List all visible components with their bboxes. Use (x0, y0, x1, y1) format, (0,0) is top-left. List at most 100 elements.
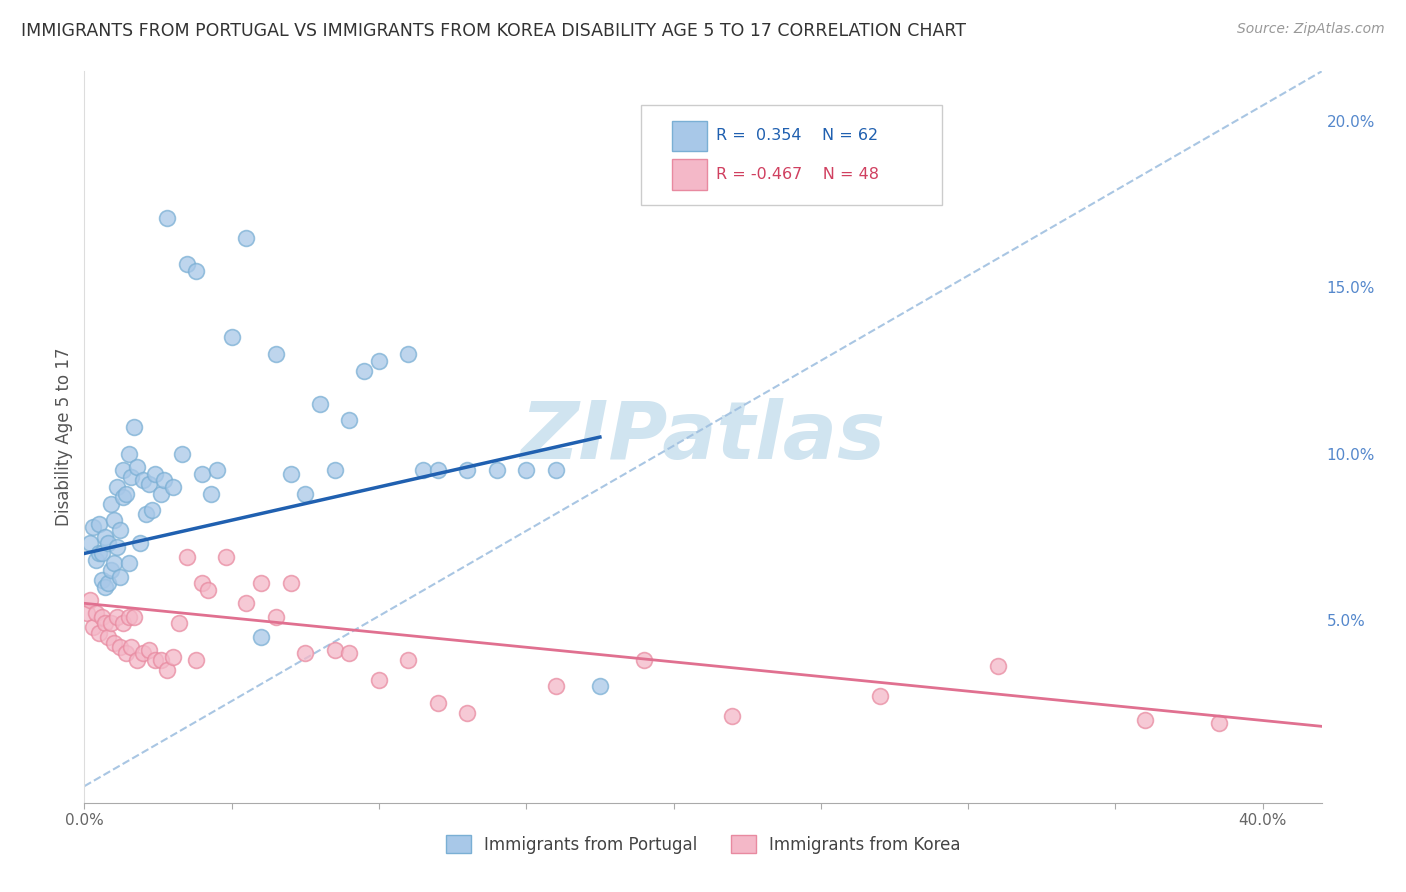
Point (129, 536, 152, 550)
Point (84, 607, 107, 621)
Point (589, 680, 612, 694)
Point (1208, 716, 1230, 731)
Point (456, 463, 478, 477)
Point (103, 557, 125, 571)
Text: Source: ZipAtlas.com: Source: ZipAtlas.com (1237, 22, 1385, 37)
Point (84, 553, 107, 567)
Y-axis label: Disability Age 5 to 17: Disability Age 5 to 17 (55, 348, 73, 526)
Point (111, 490, 134, 504)
Point (132, 646, 155, 660)
Point (235, 230, 257, 244)
Point (114, 486, 136, 500)
Point (544, 680, 567, 694)
FancyBboxPatch shape (672, 160, 707, 190)
Point (197, 582, 219, 597)
FancyBboxPatch shape (641, 105, 942, 205)
Point (294, 646, 316, 660)
Point (117, 557, 139, 571)
Point (162, 480, 184, 494)
Point (111, 616, 134, 631)
Point (339, 646, 361, 660)
Point (100, 616, 122, 631)
Point (94, 580, 117, 594)
Point (426, 696, 449, 710)
Text: R =  0.354    N = 62: R = 0.354 N = 62 (716, 128, 877, 143)
Point (869, 690, 891, 704)
Point (143, 467, 166, 481)
Text: ZIPatlas: ZIPatlas (520, 398, 886, 476)
Point (544, 463, 567, 477)
Point (353, 363, 375, 377)
Point (111, 463, 134, 477)
Legend: Immigrants from Portugal, Immigrants from Korea: Immigrants from Portugal, Immigrants fro… (439, 829, 967, 860)
Point (176, 549, 198, 564)
Point (132, 473, 155, 487)
Point (294, 486, 316, 500)
Point (186, 264, 208, 278)
Point (396, 653, 419, 667)
Point (156, 211, 179, 225)
Point (135, 507, 157, 521)
Point (215, 549, 238, 564)
Point (97, 630, 120, 644)
Point (143, 653, 166, 667)
Point (100, 497, 122, 511)
Point (124, 420, 146, 434)
Point (309, 397, 332, 411)
Point (264, 609, 287, 624)
Point (97, 536, 120, 550)
Point (87, 626, 110, 640)
Point (485, 463, 508, 477)
Point (121, 640, 143, 654)
Point (515, 463, 537, 477)
Point (108, 640, 131, 654)
Point (117, 447, 139, 461)
Point (170, 447, 193, 461)
Point (176, 257, 198, 271)
Point (91, 609, 114, 624)
Point (97, 576, 120, 591)
Text: IMMIGRANTS FROM PORTUGAL VS IMMIGRANTS FROM KOREA DISABILITY AGE 5 TO 17 CORRELA: IMMIGRANTS FROM PORTUGAL VS IMMIGRANTS F… (21, 22, 966, 40)
Point (82, 619, 104, 633)
Point (76, 607, 98, 621)
Point (200, 486, 222, 500)
Point (235, 596, 257, 610)
Point (94, 616, 117, 631)
Point (149, 486, 172, 500)
Text: R = -0.467    N = 48: R = -0.467 N = 48 (716, 167, 879, 182)
Point (191, 467, 214, 481)
Point (156, 663, 179, 677)
Point (339, 413, 361, 427)
Point (117, 609, 139, 624)
Point (105, 609, 128, 624)
Point (323, 643, 346, 657)
Point (987, 659, 1010, 673)
FancyBboxPatch shape (672, 120, 707, 151)
Point (323, 463, 346, 477)
Point (167, 616, 190, 631)
Point (108, 523, 131, 537)
Point (186, 653, 208, 667)
Point (141, 503, 163, 517)
Point (221, 330, 243, 344)
Point (456, 706, 478, 720)
Point (79, 536, 101, 550)
Point (633, 653, 655, 667)
Point (721, 709, 744, 723)
Point (87, 516, 110, 531)
Point (103, 636, 125, 650)
Point (280, 576, 302, 591)
Point (250, 630, 273, 644)
Point (205, 463, 228, 477)
Point (108, 570, 131, 584)
Point (368, 673, 391, 687)
Point (412, 463, 434, 477)
Point (280, 467, 302, 481)
Point (396, 347, 419, 361)
Point (114, 646, 136, 660)
Point (91, 573, 114, 587)
Point (162, 649, 184, 664)
Point (91, 546, 114, 560)
Point (124, 609, 146, 624)
Point (82, 520, 104, 534)
